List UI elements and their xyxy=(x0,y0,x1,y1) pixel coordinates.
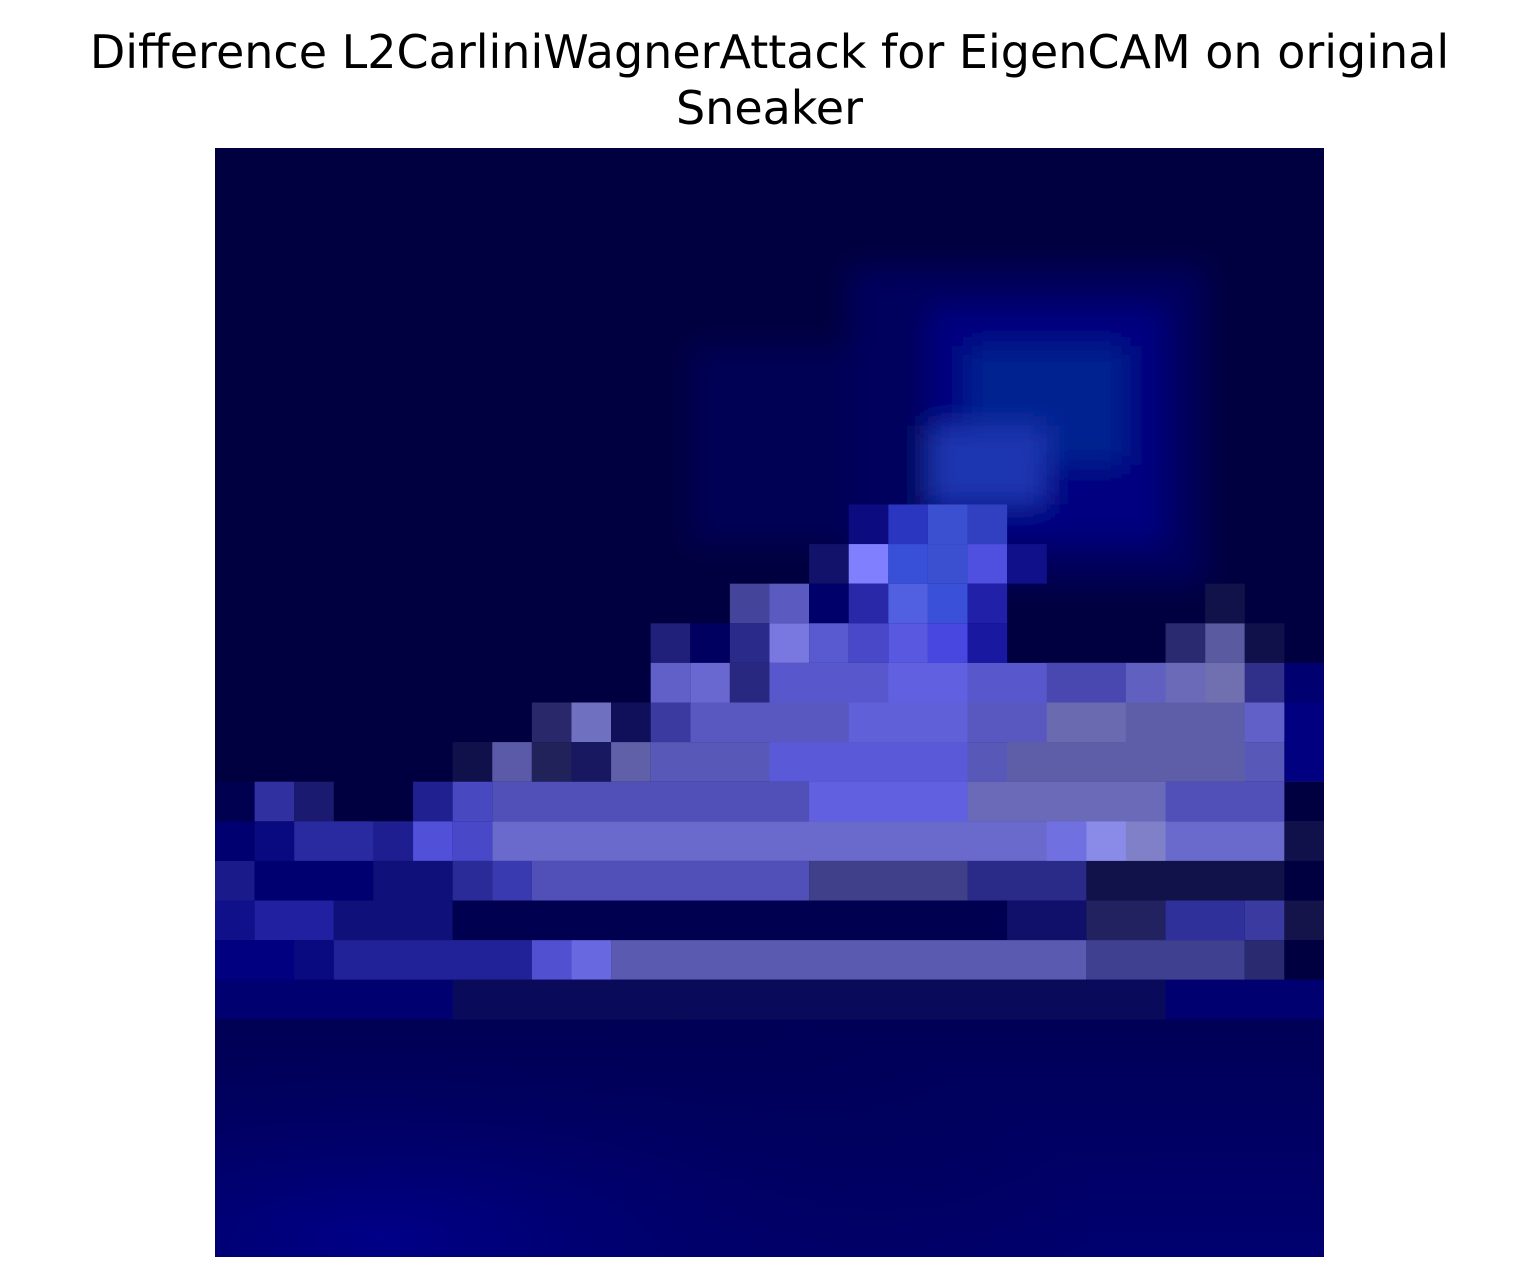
figure-title-line-1: Difference L2CarliniWagnerAttack for Eig… xyxy=(89,25,1450,79)
heatmap-image xyxy=(215,148,1324,1257)
heatmap-collar-region xyxy=(650,504,1285,663)
heatmap-upper-body xyxy=(215,662,1324,822)
heatmap-midsole-stripe xyxy=(215,821,1324,1020)
figure-title: Difference L2CarliniWagnerAttack for Eig… xyxy=(0,24,1539,136)
heatmap-upper-region xyxy=(690,266,1206,584)
figure-title-line-2: Sneaker xyxy=(675,81,864,135)
